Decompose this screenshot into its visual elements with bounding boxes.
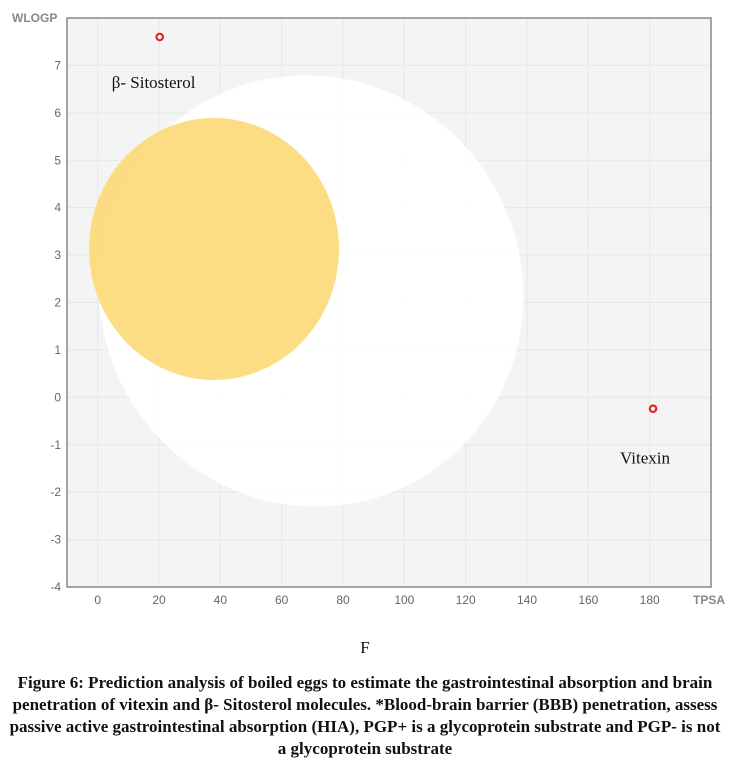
data-point bbox=[155, 32, 165, 42]
y-axis-ticks: -4 -3 -2 -1 0 1 2 3 4 5 6 7 bbox=[50, 58, 61, 594]
y-tick-label: 6 bbox=[54, 106, 61, 120]
y-tick-label: -4 bbox=[50, 580, 61, 594]
y-tick-label: -2 bbox=[50, 485, 61, 499]
x-tick-label: 80 bbox=[336, 593, 350, 607]
y-axis-label: WLOGP bbox=[12, 11, 57, 25]
y-tick-label: 0 bbox=[54, 390, 61, 404]
x-axis-ticks: 0 20 40 60 80 100 120 140 160 180 bbox=[94, 593, 660, 607]
x-tick-label: 40 bbox=[214, 593, 228, 607]
x-tick-label: 100 bbox=[394, 593, 414, 607]
panel-letter: F bbox=[360, 638, 370, 657]
y-tick-label: 3 bbox=[54, 248, 61, 262]
egg-yolk-region bbox=[89, 118, 339, 380]
data-point-label: Vitexin bbox=[620, 449, 670, 468]
data-point-label: β- Sitosterol bbox=[112, 73, 196, 92]
x-tick-label: 60 bbox=[275, 593, 289, 607]
figure-caption: Figure 6: Prediction analysis of boiled … bbox=[9, 673, 721, 758]
x-tick-label: 20 bbox=[152, 593, 166, 607]
y-tick-label: 2 bbox=[54, 296, 61, 310]
y-tick-label: 1 bbox=[54, 343, 61, 357]
boiled-egg-chart: 0 20 40 60 80 100 120 140 160 180 -4 -3 -2 -1 0 1 2 3 4 5 6… bbox=[12, 11, 725, 607]
y-tick-label: 5 bbox=[54, 153, 61, 167]
x-tick-label: 180 bbox=[640, 593, 660, 607]
x-tick-label: 0 bbox=[94, 593, 101, 607]
x-axis-label: TPSA bbox=[693, 593, 725, 607]
x-tick-label: 160 bbox=[578, 593, 598, 607]
x-tick-label: 120 bbox=[456, 593, 476, 607]
data-points: β- Sitosterol Vitexin bbox=[112, 32, 671, 468]
data-point bbox=[648, 404, 658, 414]
plot-frame bbox=[66, 17, 712, 588]
y-tick-label: 7 bbox=[54, 58, 61, 72]
y-tick-label: -1 bbox=[50, 438, 61, 452]
y-tick-label: 4 bbox=[54, 201, 61, 215]
x-tick-label: 140 bbox=[517, 593, 537, 607]
y-tick-label: -3 bbox=[50, 533, 61, 547]
